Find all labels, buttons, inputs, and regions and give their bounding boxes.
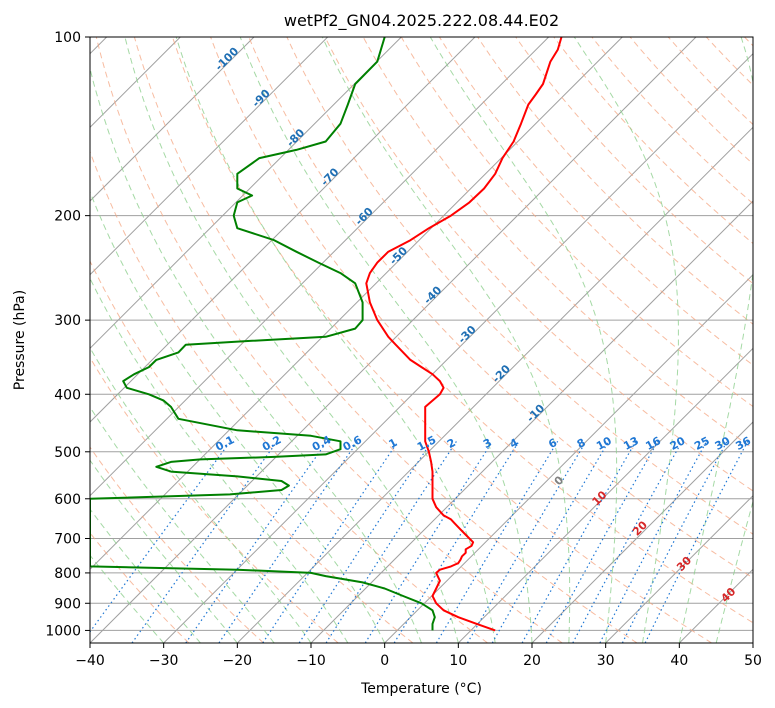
moist-adiabat	[715, 499, 753, 643]
x-tick-label: 20	[523, 653, 541, 669]
dry-adiabat	[515, 37, 753, 285]
mixing-ratio-line	[435, 440, 559, 643]
dry-adiabat	[477, 37, 753, 325]
mixing-ratio-line	[131, 440, 278, 643]
x-tick-label: −20	[223, 653, 253, 669]
y-tick-label: 900	[54, 596, 81, 612]
isotherm-line	[531, 421, 753, 643]
dry-adiabat	[629, 37, 753, 165]
moist-adiabat	[90, 406, 275, 643]
mixing-ratio-label: 13	[621, 434, 641, 453]
y-tick-label: 600	[54, 492, 81, 508]
isotherm-line	[384, 273, 753, 643]
dry-adiabat	[90, 446, 264, 643]
dry-adiabat	[248, 37, 753, 579]
mixing-ratio-line	[521, 440, 637, 643]
isotherm-line	[605, 494, 753, 643]
dry-adiabat	[90, 260, 414, 643]
y-tick-label: 400	[54, 387, 81, 403]
y-axis-label: Pressure (hPa)	[12, 290, 28, 390]
mixing-ratio-line	[545, 440, 659, 643]
moist-adiabat	[429, 37, 618, 643]
mixing-ratio-line	[185, 440, 328, 643]
dry-adiabat	[133, 37, 638, 643]
mixing-ratio-line	[644, 441, 749, 643]
isotherm-line	[90, 37, 550, 497]
dry-adiabat	[95, 37, 563, 643]
moist-adiabat	[90, 346, 312, 643]
moist-adiabat	[239, 37, 533, 643]
moist-adiabat	[175, 37, 496, 643]
chart-title: wetPf2_GN04.2025.222.08.44.E02	[284, 11, 559, 31]
dry-adiabat	[362, 37, 753, 450]
mixing-ratio-line	[325, 440, 458, 643]
y-tick-label: 200	[54, 209, 81, 225]
moist-adiabat	[678, 37, 753, 643]
mixing-ratio-line	[466, 440, 587, 643]
moist-adiabat	[321, 37, 571, 643]
temperature-profile-line	[365, 37, 563, 632]
dry-adiabat	[400, 37, 753, 408]
mixing-ratio-label: 25	[692, 434, 712, 453]
moist-adiabat	[90, 554, 165, 643]
dry-adiabat	[324, 37, 753, 492]
mixing-ratio-label: 30	[713, 434, 733, 453]
x-tick-label: 10	[449, 653, 467, 669]
dewpoint-profile-line	[90, 37, 436, 631]
mixing-ratio-label: 10	[594, 434, 614, 453]
x-tick-label: 30	[597, 653, 615, 669]
plot-frame	[89, 36, 754, 644]
mixing-ratio-label: 20	[668, 434, 688, 453]
isotherm-line	[90, 37, 329, 276]
x-tick-label: 50	[744, 653, 762, 669]
mixing-ratio-line	[491, 440, 610, 643]
x-tick-label: −40	[75, 653, 105, 669]
mixing-ratio-line	[572, 441, 683, 643]
moist-adiabat	[90, 508, 201, 643]
mixing-ratio-line	[621, 441, 728, 643]
isotherm-line	[90, 37, 255, 202]
isotherm-line	[90, 37, 402, 350]
isotherm-line	[90, 37, 623, 571]
isotherm-line	[236, 126, 753, 643]
moist-adiabat	[573, 37, 679, 643]
x-tick-label: 40	[670, 653, 688, 669]
mixing-ratio-label: 16	[643, 434, 663, 453]
dry-adiabat	[210, 37, 753, 624]
mixing-ratio-line	[298, 440, 433, 643]
y-tick-label: 500	[54, 445, 81, 461]
x-tick-label: −30	[149, 653, 179, 669]
x-axis-label: Temperature (°C)	[360, 681, 482, 697]
y-tick-label: 800	[54, 566, 81, 582]
moist-adiabat	[90, 277, 349, 643]
isotherm-line	[163, 52, 753, 643]
moist-adiabat	[124, 37, 459, 643]
y-tick-label: 1000	[45, 623, 81, 639]
isotherm-line	[90, 37, 476, 423]
mixing-ratio-line	[599, 441, 708, 643]
isotherm-line	[457, 347, 753, 643]
mixing-ratio-label: 36	[733, 434, 753, 453]
mixing-ratio-line	[393, 440, 520, 643]
moist-adiabat	[90, 66, 422, 643]
moist-adiabat	[90, 459, 238, 643]
x-tick-label: −10	[296, 653, 326, 669]
y-tick-label: 100	[54, 30, 81, 46]
y-tick-label: 700	[54, 532, 81, 548]
x-tick-label: 0	[380, 653, 389, 669]
isotherm-line	[90, 37, 697, 643]
moist-adiabat	[90, 190, 386, 643]
y-tick-label: 300	[54, 313, 81, 329]
